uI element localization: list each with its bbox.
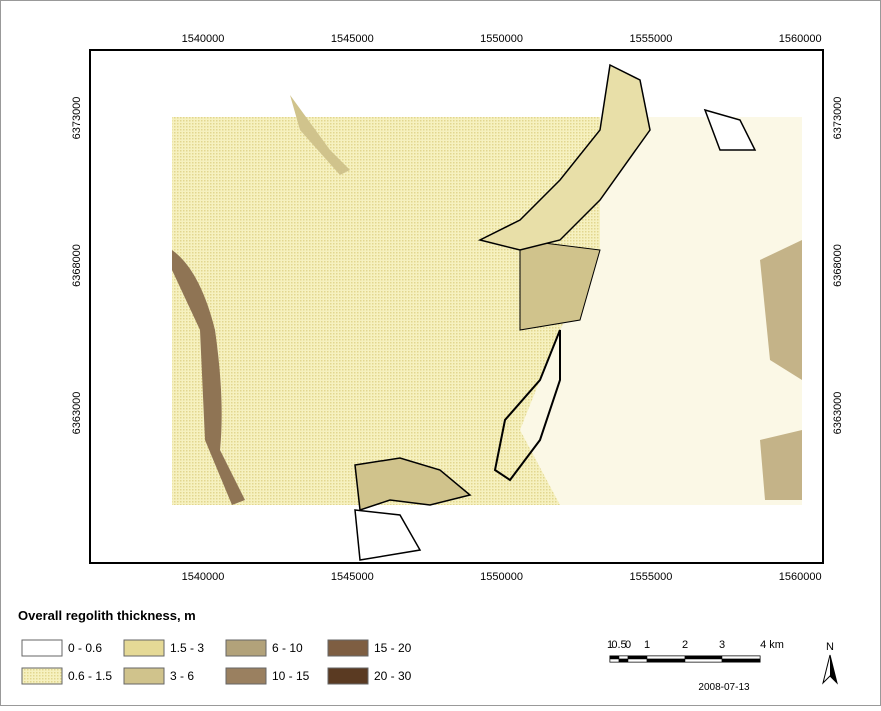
- x-tick-label: 1540000: [182, 33, 225, 45]
- scale-segment: [647, 656, 685, 659]
- y-tick-label: 6363000: [71, 392, 83, 435]
- scale-segment: [610, 659, 619, 662]
- x-tick-label: 1555000: [629, 33, 672, 45]
- scale-segment: [619, 659, 628, 662]
- x-tick-label: 1545000: [331, 571, 374, 583]
- scale-segment: [628, 659, 647, 662]
- legend-swatch: [328, 640, 368, 656]
- x-tick-label: 1550000: [480, 571, 523, 583]
- scale-segment: [610, 656, 619, 659]
- legend-swatch: [124, 668, 164, 684]
- scale-segment: [722, 659, 760, 662]
- scale-label: 4 km: [760, 639, 784, 651]
- x-tick-label: 1540000: [182, 571, 225, 583]
- scale-segment: [619, 656, 628, 659]
- legend-label: 3 - 6: [170, 669, 194, 683]
- legend-swatch: [22, 668, 62, 684]
- thick-zone: [760, 430, 802, 500]
- map-area: [90, 50, 823, 563]
- legend-swatch: [124, 640, 164, 656]
- scale-segment: [647, 659, 685, 662]
- map-date: 2008-07-13: [698, 682, 750, 693]
- x-tick-label: 1560000: [779, 571, 822, 583]
- scale-segment: [685, 656, 722, 659]
- legend-swatch: [328, 668, 368, 684]
- legend-swatch: [226, 668, 266, 684]
- legend-title: Overall regolith thickness, m: [18, 608, 196, 623]
- x-tick-label: 1555000: [629, 571, 672, 583]
- x-tick-label: 1545000: [331, 33, 374, 45]
- legend-label: 0 - 0.6: [68, 641, 102, 655]
- legend-label: 1.5 - 3: [170, 641, 204, 655]
- legend-label: 0.6 - 1.5: [68, 669, 112, 683]
- scale-label: 0: [625, 639, 631, 651]
- scale-label: 3: [719, 639, 725, 651]
- y-tick-label: 6373000: [71, 97, 83, 140]
- legend-label: 10 - 15: [272, 669, 310, 683]
- y-tick-label: 6368000: [832, 244, 844, 287]
- legend-swatch: [22, 640, 62, 656]
- scale-segment: [628, 656, 647, 659]
- x-tick-label: 1550000: [480, 33, 523, 45]
- x-tick-label: 1560000: [779, 33, 822, 45]
- legend-swatch: [226, 640, 266, 656]
- legend-label: 6 - 10: [272, 641, 303, 655]
- scale-label: 1: [644, 639, 650, 651]
- legend-label: 15 - 20: [374, 641, 412, 655]
- legend-label: 20 - 30: [374, 669, 412, 683]
- scale-segment: [722, 656, 760, 659]
- north-label: N: [826, 641, 834, 653]
- y-tick-label: 6368000: [71, 244, 83, 287]
- y-tick-label: 6363000: [832, 392, 844, 435]
- map-page: 1540000 1540000 1545000 1545000 1550000 15500…: [0, 0, 881, 706]
- scale-segment: [685, 659, 722, 662]
- y-tick-label: 6373000: [832, 97, 844, 140]
- scale-label: 2: [682, 639, 688, 651]
